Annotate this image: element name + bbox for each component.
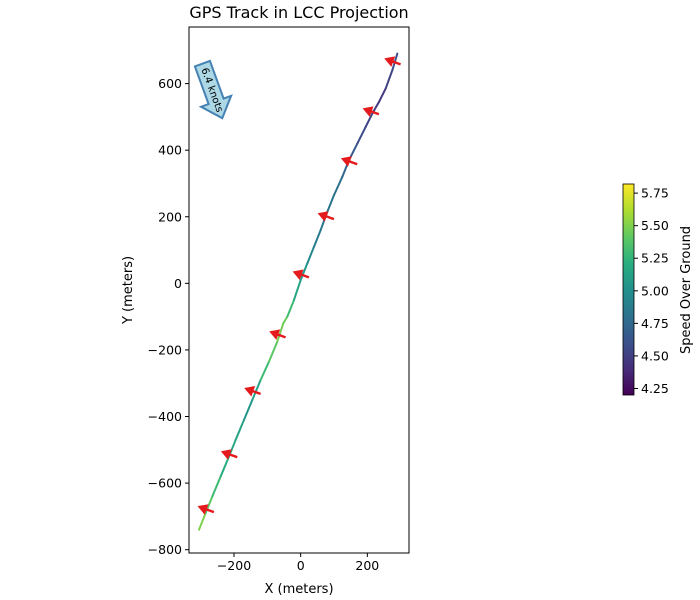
y-tick-label: −800 xyxy=(148,542,182,557)
track-segment xyxy=(333,175,344,197)
y-tick-label: −200 xyxy=(148,342,182,357)
heading-arrow xyxy=(220,449,238,460)
track-line xyxy=(198,52,399,531)
track-segment xyxy=(282,315,289,325)
heading-arrow-shape xyxy=(220,449,238,460)
y-tick-label: 0 xyxy=(174,276,182,291)
colorbar-tick-label: 4.75 xyxy=(641,316,669,331)
track-segment xyxy=(326,194,335,213)
y-tick-label: −400 xyxy=(148,409,182,424)
heading-arrow xyxy=(244,386,261,397)
track-segment xyxy=(243,398,254,421)
x-tick-label: 200 xyxy=(355,558,379,573)
y-tick-label: 400 xyxy=(158,143,182,158)
track-segment xyxy=(356,125,367,145)
heading-arrow xyxy=(269,329,286,340)
heading-arrows xyxy=(197,56,401,515)
track-segment xyxy=(378,87,387,103)
track-segment xyxy=(313,229,322,248)
heading-arrow-shape xyxy=(362,106,380,117)
colorbar-tick-label: 4.50 xyxy=(641,348,669,363)
heading-arrow xyxy=(317,211,335,222)
x-axis-label: X (meters) xyxy=(264,582,333,597)
heading-arrow-shape xyxy=(317,211,335,222)
track-segment xyxy=(234,418,245,441)
track-segment xyxy=(198,512,207,531)
heading-arrow-shape xyxy=(269,329,286,340)
track-segment xyxy=(259,360,270,381)
colorbar-tick-label: 5.75 xyxy=(641,186,669,201)
track-segment xyxy=(286,298,295,318)
colorbar-ticks: 4.25 4.50 4.75 5.00 5.25 5.50 5.75 xyxy=(634,186,669,396)
colorbar: 4.25 4.50 4.75 5.00 5.25 5.50 5.75 Speed Over … xyxy=(622,183,694,396)
heading-arrow-shape xyxy=(292,269,310,280)
track-segment xyxy=(293,279,302,301)
heading-arrow xyxy=(197,504,215,515)
heading-arrow xyxy=(362,106,380,117)
colorbar-tick-label: 4.25 xyxy=(641,381,669,396)
track-segment xyxy=(276,322,285,343)
heading-arrow-shape xyxy=(244,386,261,397)
heading-arrow xyxy=(384,56,401,67)
track-segment xyxy=(384,69,394,90)
track-segment xyxy=(251,378,262,401)
track-segment xyxy=(268,340,279,363)
wind-arrow-shape xyxy=(193,59,233,120)
colorbar-tick-label: 5.00 xyxy=(641,283,669,298)
y-tick-label: 200 xyxy=(158,209,182,224)
track-segment xyxy=(219,455,230,478)
plot-area: 6.4 knots xyxy=(188,26,410,554)
heading-arrow-shape xyxy=(340,156,358,167)
colorbar-label: Speed Over Ground xyxy=(679,226,694,354)
colorbar-tick-label: 5.50 xyxy=(641,218,669,233)
colorbar-tick-label: 5.25 xyxy=(641,251,669,266)
heading-arrow-shape xyxy=(384,56,401,67)
x-tick-label: 0 xyxy=(297,558,305,573)
track-segment xyxy=(306,245,315,265)
x-tick-label: −200 xyxy=(217,558,251,573)
colorbar-gradient xyxy=(622,183,635,396)
track-segment xyxy=(364,112,374,128)
heading-arrow xyxy=(292,269,310,280)
y-axis: −800 −600 −400 −200 0 200 400 600 xyxy=(148,76,189,557)
track-segment xyxy=(299,262,309,282)
y-tick-label: −600 xyxy=(148,476,182,491)
heading-arrow-shape xyxy=(197,504,215,515)
y-axis-label: Y (meters) xyxy=(121,256,136,325)
heading-arrow xyxy=(340,156,358,167)
chart-title: GPS Track in LCC Projection xyxy=(189,3,408,22)
track-segment xyxy=(211,475,222,498)
x-axis: −200 0 200 xyxy=(217,553,379,573)
y-tick-label: 600 xyxy=(158,76,182,91)
